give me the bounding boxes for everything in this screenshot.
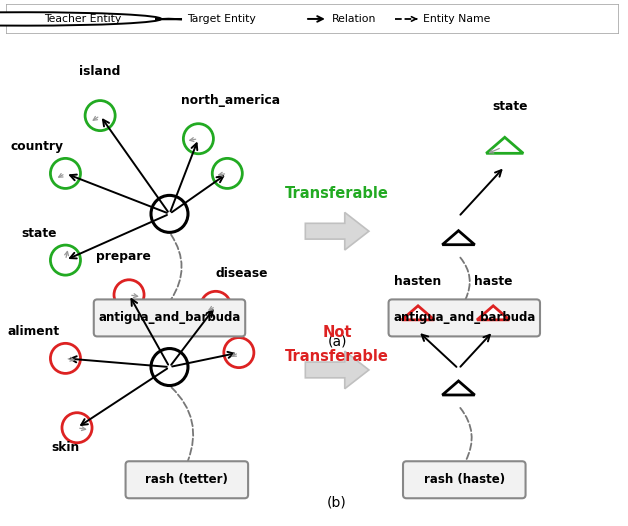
Text: aliment: aliment — [8, 325, 60, 338]
Text: skin: skin — [51, 441, 80, 454]
FancyBboxPatch shape — [389, 299, 540, 337]
Text: island: island — [80, 65, 121, 78]
Polygon shape — [305, 351, 369, 389]
Text: (b): (b) — [327, 496, 347, 510]
Text: state: state — [493, 100, 528, 113]
Text: rash (tetter): rash (tetter) — [146, 473, 228, 486]
Circle shape — [62, 413, 92, 443]
Polygon shape — [477, 306, 509, 320]
FancyArrowPatch shape — [171, 388, 193, 461]
Text: Relation: Relation — [332, 14, 376, 24]
Text: prepare: prepare — [96, 250, 151, 263]
Circle shape — [212, 158, 242, 188]
Circle shape — [50, 343, 80, 373]
Text: Not: Not — [322, 325, 352, 340]
Text: antigua_and_barbuda: antigua_and_barbuda — [393, 311, 536, 325]
FancyArrowPatch shape — [460, 258, 470, 299]
Text: Transferable: Transferable — [285, 186, 389, 201]
Text: haste: haste — [474, 275, 512, 288]
Circle shape — [201, 291, 230, 321]
FancyBboxPatch shape — [403, 461, 526, 498]
FancyBboxPatch shape — [94, 299, 245, 337]
Text: antigua_and_barbuda: antigua_and_barbuda — [99, 311, 241, 325]
Circle shape — [151, 195, 188, 232]
Text: Teacher Entity: Teacher Entity — [44, 14, 121, 24]
FancyBboxPatch shape — [126, 461, 248, 498]
Circle shape — [114, 280, 144, 310]
Text: state: state — [22, 227, 57, 240]
Text: country: country — [10, 140, 63, 153]
Text: Entity Name: Entity Name — [423, 14, 490, 24]
Polygon shape — [402, 306, 434, 320]
Circle shape — [85, 100, 115, 130]
Text: north_america: north_america — [181, 94, 279, 107]
Text: hasten: hasten — [394, 275, 441, 288]
Text: (a): (a) — [327, 334, 347, 348]
Polygon shape — [442, 231, 475, 245]
Circle shape — [50, 158, 80, 188]
FancyBboxPatch shape — [6, 4, 619, 34]
FancyArrowPatch shape — [460, 408, 472, 461]
Circle shape — [224, 338, 254, 368]
Text: Target Entity: Target Entity — [188, 14, 256, 24]
Polygon shape — [442, 381, 475, 395]
Polygon shape — [486, 137, 523, 153]
Text: rash (haste): rash (haste) — [424, 473, 505, 486]
Text: disease: disease — [215, 267, 268, 280]
Circle shape — [50, 245, 80, 275]
Polygon shape — [305, 213, 369, 250]
Circle shape — [183, 124, 214, 154]
Circle shape — [0, 12, 161, 26]
Text: Transferable: Transferable — [285, 349, 389, 364]
FancyArrowPatch shape — [171, 235, 181, 299]
Circle shape — [151, 349, 188, 386]
